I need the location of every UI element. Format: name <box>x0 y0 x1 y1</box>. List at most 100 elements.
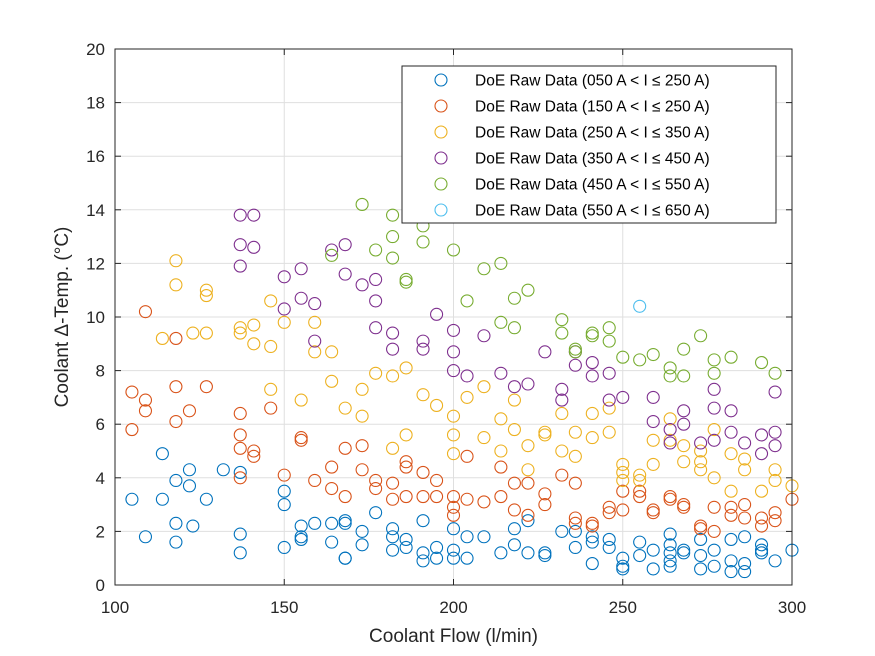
data-point <box>446 409 461 423</box>
data-point <box>416 546 430 560</box>
data-point <box>768 425 782 439</box>
data-point <box>585 329 599 343</box>
data-point <box>446 551 461 565</box>
data-point <box>325 481 339 496</box>
data-point <box>264 401 278 415</box>
x-tick-label: 100 <box>101 598 129 617</box>
data-point <box>738 498 752 512</box>
data-point <box>616 484 630 498</box>
data-point <box>169 254 183 268</box>
data-point <box>568 425 582 439</box>
data-point <box>386 230 400 244</box>
legend-label: DoE Raw Data (550 A < I ≤ 650 A) <box>475 203 710 220</box>
data-point <box>521 463 535 477</box>
data-point <box>738 557 752 571</box>
data-point <box>507 291 521 305</box>
data-point <box>416 514 430 528</box>
data-point <box>568 511 582 525</box>
data-point <box>768 506 782 520</box>
data-point <box>521 476 535 490</box>
data-point <box>694 532 708 546</box>
data-point <box>694 444 708 458</box>
y-tick-label: 18 <box>86 94 105 113</box>
data-point <box>369 272 383 287</box>
data-point <box>416 490 430 504</box>
data-point <box>199 283 213 297</box>
x-axis-label: Coolant Flow (l/min) <box>369 626 538 647</box>
data-point <box>399 361 413 375</box>
data-point <box>338 238 352 252</box>
data-point <box>585 519 599 533</box>
series-3 <box>155 254 799 498</box>
data-point <box>446 323 461 337</box>
data-point <box>308 297 322 311</box>
data-point <box>294 530 308 544</box>
data-point <box>233 406 247 421</box>
data-point <box>169 516 183 530</box>
data-point <box>677 369 691 383</box>
data-points <box>125 197 799 579</box>
data-point <box>494 366 508 380</box>
data-point <box>294 393 308 407</box>
data-point <box>707 524 721 538</box>
data-point <box>677 417 691 431</box>
data-point <box>585 535 599 549</box>
y-tick-label: 8 <box>96 362 105 381</box>
data-point <box>416 235 430 249</box>
data-point <box>460 449 474 463</box>
data-point <box>446 364 461 378</box>
data-point <box>416 342 430 356</box>
data-point <box>633 490 647 504</box>
legend-marker <box>434 203 448 217</box>
data-point <box>294 431 308 445</box>
legend-label: DoE Raw Data (250 A < I ≤ 350 A) <box>475 125 710 142</box>
data-point <box>694 463 708 477</box>
x-tick-label: 150 <box>270 598 298 617</box>
legend-label: DoE Raw Data (350 A < I ≤ 450 A) <box>475 151 710 168</box>
data-point <box>677 404 691 418</box>
y-tick-label: 16 <box>86 147 105 166</box>
y-tick-label: 0 <box>96 576 105 595</box>
data-point <box>507 522 521 536</box>
data-point <box>294 519 308 533</box>
data-point <box>568 524 582 538</box>
data-point <box>494 315 508 329</box>
data-point <box>538 345 552 359</box>
data-point <box>277 540 291 555</box>
data-point <box>568 342 582 356</box>
data-point <box>663 492 677 506</box>
data-point <box>616 503 630 517</box>
data-point <box>754 543 769 557</box>
data-point <box>399 455 413 469</box>
data-point <box>277 498 291 512</box>
data-point <box>355 463 369 477</box>
data-point <box>216 463 230 477</box>
y-axis-label: Coolant Δ-Temp. (°C) <box>52 227 73 408</box>
data-point <box>602 425 616 439</box>
data-point <box>386 543 400 557</box>
legend-marker <box>434 99 448 113</box>
data-point <box>308 473 322 488</box>
data-point <box>633 473 647 488</box>
data-point <box>646 347 660 362</box>
data-point <box>182 479 197 493</box>
data-point <box>555 326 569 340</box>
data-point <box>494 444 508 458</box>
y-tick-label: 10 <box>86 308 105 327</box>
data-point <box>646 433 660 447</box>
data-point <box>125 492 139 506</box>
data-point <box>369 506 383 520</box>
legend-marker <box>434 177 448 191</box>
data-point <box>338 401 352 415</box>
data-point <box>724 500 738 514</box>
data-point <box>707 353 721 367</box>
data-point <box>325 345 339 359</box>
legend-label: DoE Raw Data (450 A < I ≤ 550 A) <box>475 177 710 194</box>
x-tick-label: 200 <box>439 598 467 617</box>
legend-marker <box>434 125 448 139</box>
data-point <box>677 498 691 512</box>
series-6 <box>633 299 647 313</box>
data-point <box>538 487 552 501</box>
data-point <box>355 382 369 396</box>
data-point <box>754 428 769 442</box>
